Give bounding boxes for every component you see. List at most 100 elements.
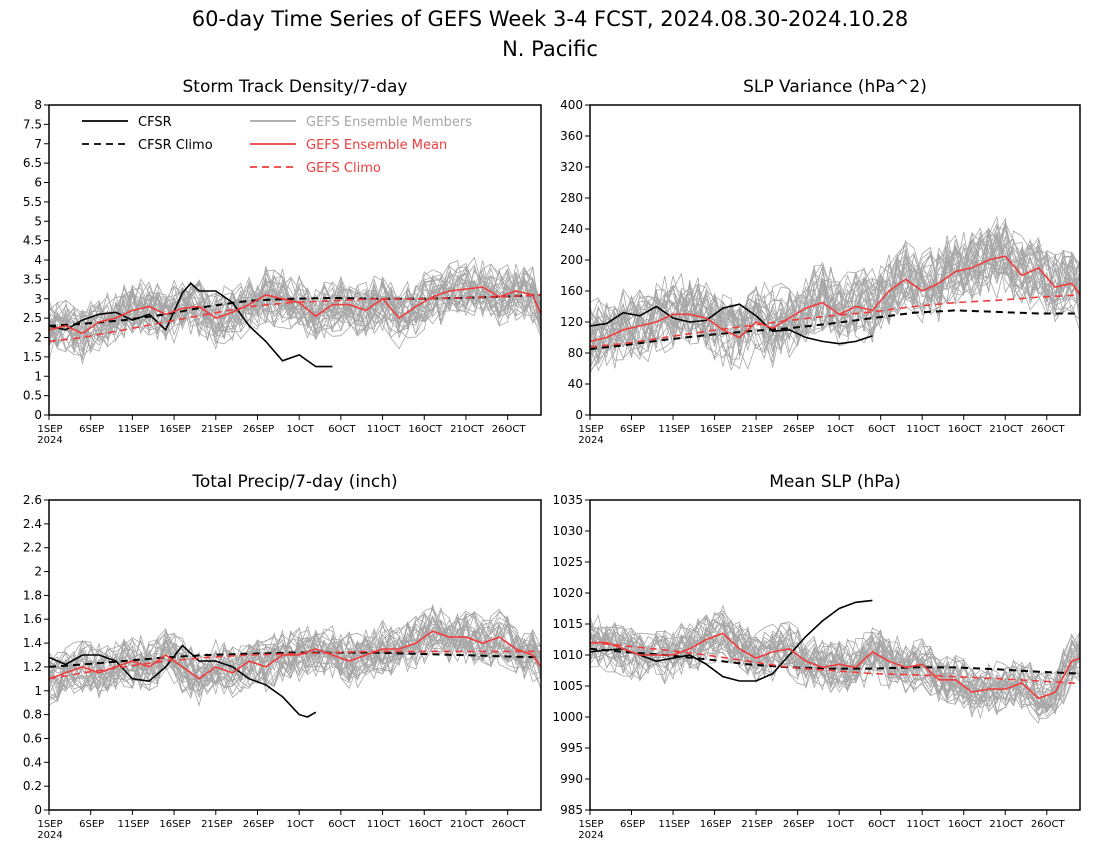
ensemble-member-line	[49, 622, 541, 695]
ensemble-member-line	[590, 226, 1080, 359]
y-tick-label: 0.8	[23, 708, 42, 722]
x-tick-label: 11OCT	[367, 819, 402, 830]
y-tick-label: 2.5	[23, 311, 42, 325]
plot-area	[49, 256, 541, 368]
y-tick-label: 1030	[552, 524, 583, 538]
gefs-mean-line	[49, 630, 541, 680]
chart-title: Mean SLP (hPa)	[769, 472, 901, 492]
y-tick-label: 1.8	[23, 588, 42, 602]
ensemble-member-line	[590, 621, 1080, 709]
plot-frame	[48, 499, 542, 811]
y-tick-label: 6	[34, 176, 42, 190]
y-tick-label: 0	[34, 803, 42, 817]
y-tick-label: 0.6	[23, 731, 42, 745]
ensemble-member-line	[590, 226, 1080, 350]
ensemble-member-line	[590, 625, 1080, 713]
legend-label: CFSR Climo	[138, 138, 213, 153]
x-tick-label: 6SEP	[79, 424, 104, 435]
y-tick-label: 7.5	[23, 117, 42, 131]
y-tick-label: 990	[560, 772, 583, 786]
gefs-climo-line	[49, 294, 541, 343]
x-tick-label: 26SEP	[783, 819, 814, 830]
y-tick-label: 120	[560, 315, 583, 329]
y-tick-label: 3.5	[23, 272, 42, 286]
x-tick-label: 16SEP	[159, 424, 190, 435]
x-tick-label: 1OCT	[826, 424, 854, 435]
y-tick-label: 1005	[552, 679, 583, 693]
ensemble-member-line	[49, 278, 541, 349]
y-tick-label: 1.2	[23, 660, 42, 674]
y-tick-label: 985	[560, 803, 583, 817]
x-tick-label: 6SEP	[620, 424, 645, 435]
gefs-climo-line	[49, 650, 541, 680]
ensemble-member-line	[590, 244, 1080, 372]
x-tick-label: 26SEP	[243, 819, 274, 830]
y-tick-label: 280	[560, 191, 583, 205]
ensemble-member-line	[49, 272, 541, 342]
x-tick-year-label: 2024	[578, 435, 603, 446]
ensemble-member-line	[49, 256, 541, 336]
cfsr-climo-line	[49, 651, 541, 668]
x-tick-label: 6SEP	[620, 819, 645, 830]
ensemble-member-line	[49, 276, 541, 353]
x-tick-label: 11OCT	[367, 424, 402, 435]
y-tick-label: 8	[34, 98, 42, 112]
x-tick-label: 21SEP	[741, 819, 772, 830]
x-tick-label: 26OCT	[492, 424, 527, 435]
ensemble-member-line	[590, 625, 1080, 712]
y-tick-label: 1025	[552, 555, 583, 569]
x-tick-label: 26SEP	[243, 424, 274, 435]
gefs-mean-line	[590, 632, 1080, 700]
chart-panel: Total Precip/7-day (inch)00.20.40.60.811…	[23, 472, 542, 841]
x-tick-label: 6OCT	[328, 819, 356, 830]
ensemble-member-line	[590, 230, 1080, 345]
legend-label: GEFS Ensemble Members	[306, 115, 472, 130]
y-tick-label: 2.2	[23, 541, 42, 555]
ensemble-member-line	[590, 231, 1080, 354]
ensemble-member-line	[49, 263, 541, 344]
x-tick-label: 16OCT	[948, 819, 983, 830]
x-tick-label: 6OCT	[868, 424, 896, 435]
y-tick-label: 1010	[552, 648, 583, 662]
gefs-climo-line	[590, 641, 1080, 685]
y-tick-label: 1.6	[23, 612, 42, 626]
legend-label: CFSR	[138, 115, 172, 130]
x-tick-label: 16OCT	[408, 819, 443, 830]
y-tick-label: 2.6	[23, 493, 42, 507]
y-tick-label: 7	[34, 137, 42, 151]
y-tick-label: 0	[575, 408, 583, 422]
y-tick-label: 0.5	[23, 389, 42, 403]
chart-panel: Storm Track Density/7-day 0 0.5 1 1.5 2 2.5 3 3.…	[23, 77, 542, 446]
x-tick-label: 16SEP	[700, 424, 731, 435]
chart-panel: Mean SLP (hPa) 985 990 995 1000 1005 1010 1015 1…	[552, 472, 1081, 841]
gefs-mean-line	[590, 255, 1080, 343]
y-tick-label: 6.5	[23, 156, 42, 170]
x-tick-label: 21OCT	[450, 424, 485, 435]
x-tick-label: 16OCT	[948, 424, 983, 435]
y-tick-label: 200	[560, 253, 583, 267]
x-tick-label: 11SEP	[658, 424, 689, 435]
y-tick-label: 320	[560, 160, 583, 174]
y-tick-label: 0	[34, 408, 42, 422]
figure-region: N. Pacific	[502, 37, 598, 61]
ensemble-member-line	[590, 227, 1080, 347]
x-tick-label: 11SEP	[658, 819, 689, 830]
x-tick-label: 26OCT	[1031, 819, 1066, 830]
x-tick-label: 16OCT	[408, 424, 443, 435]
x-tick-label: 16SEP	[700, 819, 731, 830]
plot-area	[590, 215, 1080, 374]
ensemble-member-line	[590, 239, 1080, 363]
x-tick-year-label: 2024	[578, 830, 603, 841]
x-tick-label: 1OCT	[287, 819, 315, 830]
gefs-climo-line	[590, 294, 1080, 348]
x-tick-label: 26SEP	[783, 424, 814, 435]
x-tick-label: 11OCT	[906, 424, 941, 435]
x-tick-label: 1SEP	[578, 819, 603, 830]
x-tick-label: 6OCT	[868, 819, 896, 830]
y-tick-label: 2.4	[23, 517, 42, 531]
cfsr-line	[49, 282, 333, 368]
y-tick-label: 80	[568, 346, 583, 360]
y-tick-label: 360	[560, 129, 583, 143]
ensemble-member-line	[590, 616, 1080, 711]
